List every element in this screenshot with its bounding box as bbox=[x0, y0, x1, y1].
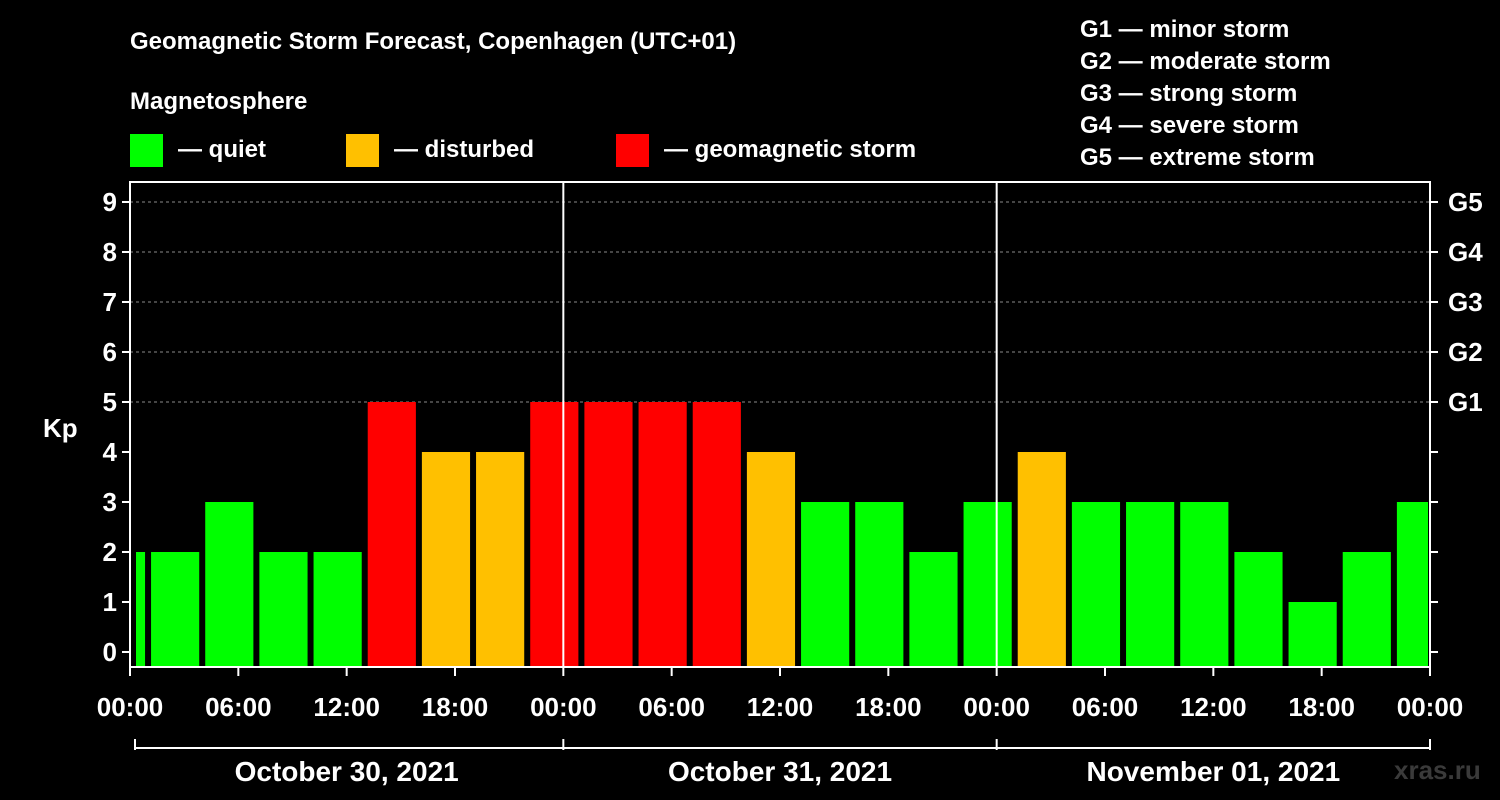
kp-bar-5 bbox=[367, 402, 416, 667]
y-tick-label-9: 9 bbox=[103, 187, 117, 217]
y-tick-label-0: 0 bbox=[103, 637, 117, 667]
date-bracket: October 30, 2021 October 31, 2021 November… bbox=[134, 739, 1431, 787]
x-tick-label-0: 00:00 bbox=[97, 692, 164, 722]
day-separators bbox=[562, 182, 998, 667]
kp-bar-1 bbox=[151, 552, 200, 667]
kp-bar-15 bbox=[909, 552, 958, 667]
right-axis: G1 G2 G3 G4 G5 bbox=[1430, 187, 1483, 653]
legend-label-quiet: — quiet bbox=[178, 136, 266, 163]
gridlines bbox=[130, 201, 1430, 403]
right-tick-label-G3: G3 bbox=[1448, 287, 1483, 317]
y-tick-label-8: 8 bbox=[103, 237, 117, 267]
legend-swatch-storm bbox=[616, 134, 649, 167]
chart-title: Geomagnetic Storm Forecast, Copenhagen (… bbox=[130, 28, 736, 55]
kp-bar-12 bbox=[746, 452, 796, 667]
right-tick-label-G1: G1 bbox=[1448, 387, 1483, 417]
kp-bar-14 bbox=[855, 502, 904, 667]
kp-bar-3 bbox=[259, 552, 308, 667]
right-tick-label-G2: G2 bbox=[1448, 337, 1483, 367]
kp-bar-11 bbox=[692, 402, 741, 667]
kp-bar-18 bbox=[1071, 502, 1121, 667]
kp-bar-20 bbox=[1180, 502, 1229, 667]
x-tick-label-3: 18:00 bbox=[422, 692, 489, 722]
storm-scale-g4: G4 — severe storm bbox=[1080, 112, 1299, 139]
y-tick-label-5: 5 bbox=[103, 387, 117, 417]
kp-bar-9 bbox=[584, 402, 633, 667]
legend: — quiet — disturbed — geomagnetic storm bbox=[130, 134, 916, 167]
legend-swatch-disturbed bbox=[346, 134, 379, 167]
y-tick-label-3: 3 bbox=[103, 487, 117, 517]
y-tick-label-1: 1 bbox=[103, 587, 117, 617]
x-tick-label-6: 12:00 bbox=[747, 692, 814, 722]
storm-scale-g5: G5 — extreme storm bbox=[1080, 144, 1315, 171]
x-tick-label-7: 18:00 bbox=[855, 692, 922, 722]
kp-bar-24 bbox=[1396, 502, 1428, 667]
x-tick-label-5: 06:00 bbox=[638, 692, 705, 722]
kp-bar-2 bbox=[205, 502, 254, 667]
x-tick-label-9: 06:00 bbox=[1072, 692, 1139, 722]
kp-bar-13 bbox=[801, 502, 850, 667]
y-tick-label-6: 6 bbox=[103, 337, 117, 367]
date-label-2: November 01, 2021 bbox=[1086, 756, 1340, 787]
storm-scale-g2: G2 — moderate storm bbox=[1080, 48, 1331, 75]
x-tick-label-8: 00:00 bbox=[963, 692, 1030, 722]
x-tick-label-1: 06:00 bbox=[205, 692, 272, 722]
kp-bar-23 bbox=[1342, 552, 1391, 667]
legend-label-disturbed: — disturbed bbox=[394, 136, 534, 163]
x-tick-label-11: 18:00 bbox=[1288, 692, 1355, 722]
kp-bar-22 bbox=[1288, 602, 1337, 667]
kp-bar-6 bbox=[421, 452, 471, 667]
x-tick-label-2: 12:00 bbox=[313, 692, 380, 722]
y-tick-label-2: 2 bbox=[103, 537, 117, 567]
bars bbox=[136, 402, 1428, 667]
storm-scale-g3: G3 — strong storm bbox=[1080, 80, 1297, 107]
storm-scale-legend: G1 — minor storm G2 — moderate storm G3 … bbox=[1080, 16, 1331, 171]
y-axis-label: Kp bbox=[43, 413, 78, 443]
left-axis: 0 1 2 3 4 5 6 7 8 9 bbox=[103, 187, 130, 667]
kp-bar-17 bbox=[1017, 452, 1066, 667]
storm-scale-g1: G1 — minor storm bbox=[1080, 16, 1289, 43]
kp-bar-10 bbox=[638, 402, 687, 667]
kp-bar-0 bbox=[136, 552, 146, 667]
y-tick-label-7: 7 bbox=[103, 287, 117, 317]
right-tick-label-G4: G4 bbox=[1448, 237, 1483, 267]
watermark: xras.ru bbox=[1394, 755, 1481, 785]
y-tick-label-4: 4 bbox=[103, 437, 118, 467]
kp-bar-7 bbox=[476, 452, 525, 667]
x-tick-label-10: 12:00 bbox=[1180, 692, 1247, 722]
kp-bar-19 bbox=[1126, 502, 1175, 667]
kp-bar-21 bbox=[1234, 552, 1283, 667]
date-label-0: October 30, 2021 bbox=[235, 756, 459, 787]
kp-bar-16 bbox=[963, 502, 1012, 667]
legend-swatch-quiet bbox=[130, 134, 163, 167]
legend-label-storm: — geomagnetic storm bbox=[664, 136, 916, 163]
x-axis: 00:00 06:00 12:00 18:00 00:00 06:00 12:00 18:00… bbox=[97, 667, 1464, 722]
right-tick-label-G5: G5 bbox=[1448, 187, 1483, 217]
x-tick-label-12: 00:00 bbox=[1397, 692, 1464, 722]
date-label-1: October 31, 2021 bbox=[668, 756, 892, 787]
kp-bar-8 bbox=[530, 402, 579, 667]
kp-bar-4 bbox=[313, 552, 362, 667]
x-tick-label-4: 00:00 bbox=[530, 692, 597, 722]
legend-heading: Magnetosphere bbox=[130, 88, 307, 115]
